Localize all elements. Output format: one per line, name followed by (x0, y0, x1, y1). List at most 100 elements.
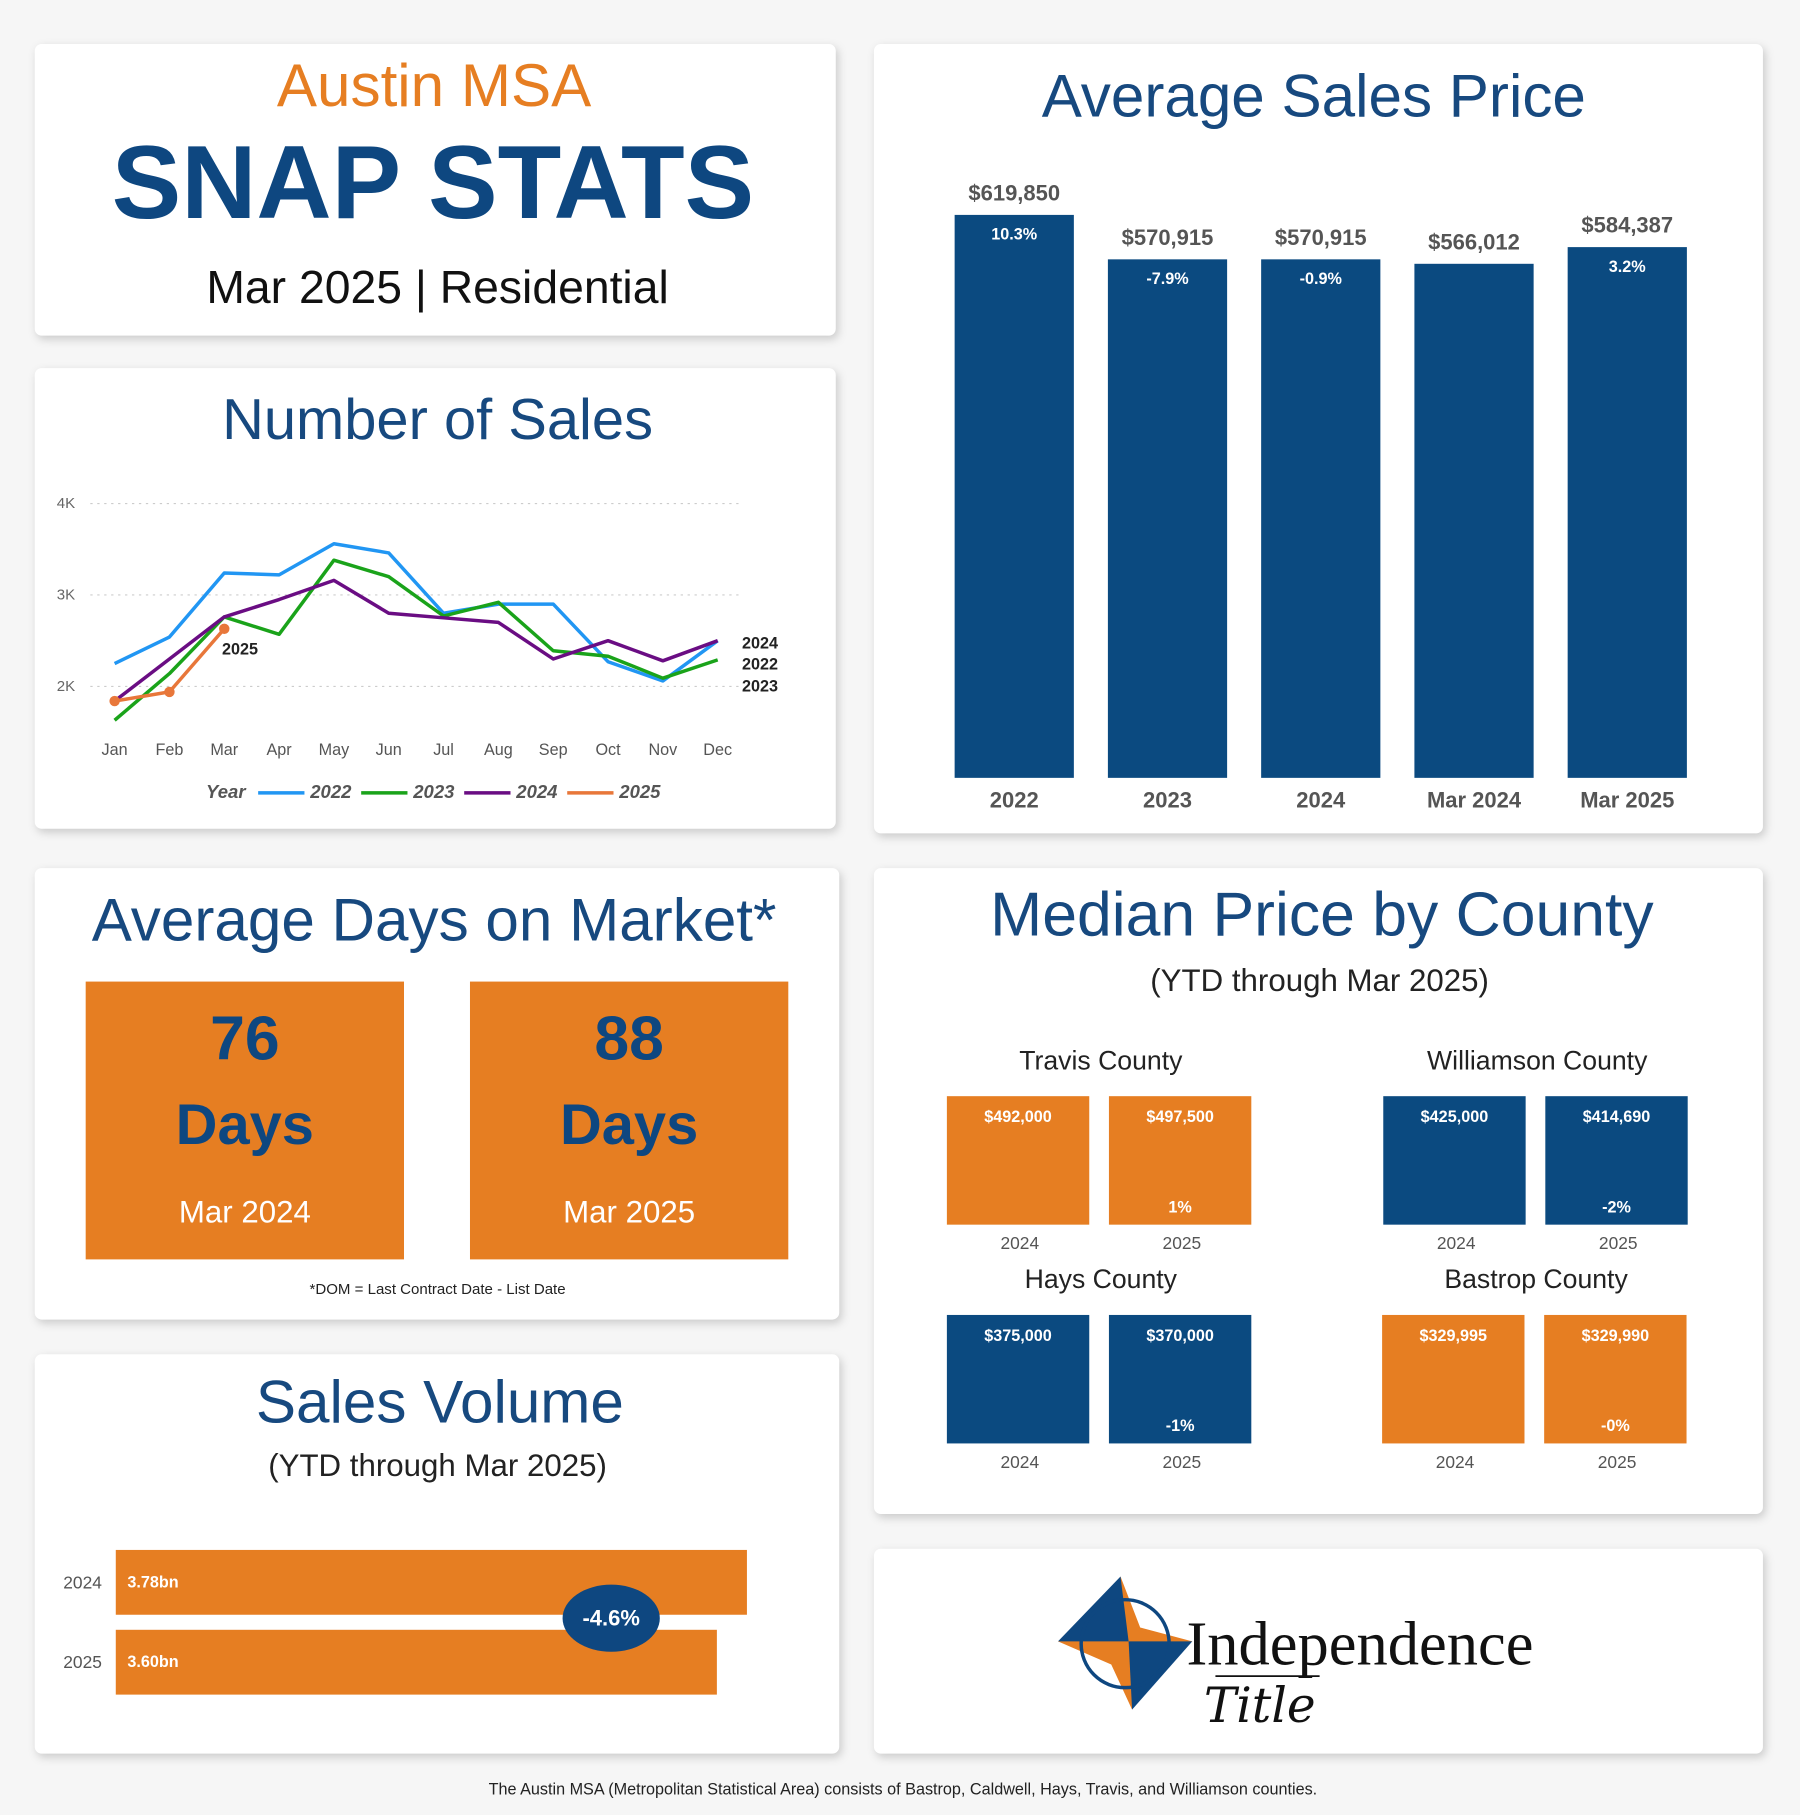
change-label: 10.3% (991, 226, 1037, 244)
point (164, 686, 175, 698)
y-tick-label: 3K (57, 586, 75, 603)
county-box (1108, 1096, 1252, 1225)
county-year: 2025 (1599, 1233, 1638, 1253)
county-value: $414,690 (1583, 1108, 1651, 1126)
county-value: $329,995 (1420, 1327, 1488, 1345)
dom-value: 88 (594, 1003, 664, 1073)
change-label: -4.6% (582, 1606, 639, 1631)
section-title: Average Days on Market* (92, 887, 777, 954)
chart-title: Sales Volume (256, 1368, 624, 1435)
series-line (113, 578, 719, 703)
dom-period: Mar 2025 (563, 1194, 695, 1229)
series-line (113, 558, 719, 722)
bar (1567, 247, 1687, 778)
legend-label: 2025 (618, 781, 661, 802)
x-tick-label: Jul (433, 741, 454, 759)
x-tick-label: Mar (210, 741, 238, 759)
x-tick-label: Dec (703, 741, 732, 759)
county-value: $375,000 (984, 1327, 1052, 1345)
x-tick-label: May (319, 741, 350, 759)
bar (1107, 259, 1228, 778)
county-box (1108, 1314, 1252, 1444)
value-label: $570,915 (1275, 225, 1367, 250)
county-change: -1% (1166, 1417, 1195, 1435)
county-change: -0% (1601, 1417, 1630, 1435)
county-name: Travis County (1019, 1045, 1183, 1075)
median-panel (873, 868, 1763, 1515)
x-tick-label: Nov (648, 741, 678, 759)
x-tick-label: Oct (595, 741, 621, 759)
x-tick-label: 2023 (1143, 787, 1192, 812)
logo-panel (873, 1548, 1763, 1754)
county-box (946, 1314, 1090, 1444)
county-value: $329,990 (1582, 1327, 1650, 1345)
county-box (1383, 1096, 1526, 1225)
bar (954, 214, 1074, 778)
series-label: 2023 (742, 677, 778, 695)
county-year: 2025 (1163, 1233, 1202, 1253)
county-box (1382, 1314, 1525, 1444)
dom-unit: Days (560, 1093, 698, 1157)
change-label: -7.9% (1146, 270, 1188, 288)
chart-title: Average Sales Price (1042, 63, 1586, 130)
series-label: 2024 (742, 635, 778, 653)
dom-card (469, 981, 789, 1260)
x-tick-label: Jan (102, 741, 128, 759)
y-tick-label: 4K (57, 495, 75, 512)
logo-tagline: Title (1204, 1678, 1316, 1734)
county-year: 2024 (1000, 1233, 1039, 1253)
x-tick-label: Jun (376, 741, 402, 759)
county-name: Williamson County (1427, 1045, 1648, 1075)
y-tick-label: 2K (57, 678, 75, 695)
x-tick-label: Mar 2024 (1427, 787, 1522, 812)
series-label: 2025 (222, 641, 258, 659)
value-label: 3.60bn (127, 1653, 178, 1671)
dom-unit: Days (176, 1093, 314, 1157)
county-box (1545, 1096, 1688, 1225)
county-year: 2025 (1598, 1452, 1637, 1472)
logo-name: Independence (1186, 1609, 1533, 1679)
x-tick-label: Feb (155, 741, 183, 759)
legend-label: 2022 (309, 781, 352, 802)
dom-card (85, 981, 405, 1260)
legend-title: Year (206, 781, 247, 802)
county-change: -2% (1602, 1198, 1631, 1216)
x-tick-label: 2024 (1296, 787, 1346, 812)
county-change: 1% (1168, 1198, 1191, 1216)
value-label: $570,915 (1122, 225, 1214, 250)
change-label: -0.9% (1300, 270, 1342, 288)
value-label: $584,387 (1581, 213, 1673, 238)
main-title: SNAP STATS (112, 125, 754, 241)
county-value: $425,000 (1421, 1108, 1489, 1126)
sales-panel (34, 368, 836, 829)
county-year: 2024 (1436, 1452, 1475, 1472)
change-badge (562, 1584, 660, 1652)
value-label: $566,012 (1428, 229, 1520, 254)
dom-value: 76 (210, 1003, 280, 1073)
point (109, 695, 120, 707)
x-tick-label: Sep (539, 741, 568, 759)
county-value: $370,000 (1146, 1327, 1214, 1345)
county-value: $492,000 (984, 1108, 1052, 1126)
x-tick-label: 2022 (990, 787, 1039, 812)
bar (1414, 263, 1534, 778)
subtitle: Mar 2025 | Residential (206, 261, 668, 313)
county-name: Bastrop County (1444, 1264, 1628, 1294)
logo-star (1058, 1576, 1193, 1710)
legend-label: 2023 (412, 781, 455, 802)
chart-subtitle: (YTD through Mar 2025) (268, 1448, 607, 1483)
series-label: 2022 (742, 655, 778, 673)
x-tick-label: Apr (266, 741, 292, 759)
county-name: Hays County (1025, 1264, 1178, 1294)
chart-title: Number of Sales (222, 388, 653, 452)
note: *DOM = Last Contract Date - List Date (310, 1281, 566, 1298)
x-tick-label: Aug (484, 741, 513, 759)
county-year: 2024 (1437, 1233, 1476, 1253)
county-box (946, 1096, 1090, 1225)
legend-label: 2024 (515, 781, 557, 802)
footnote: The Austin MSA (Metropolitan Statistical… (489, 1781, 1318, 1799)
dom-period: Mar 2024 (179, 1194, 311, 1229)
point (219, 623, 230, 635)
section-subtitle: (YTD through Mar 2025) (1150, 963, 1489, 998)
series-line (113, 542, 719, 683)
